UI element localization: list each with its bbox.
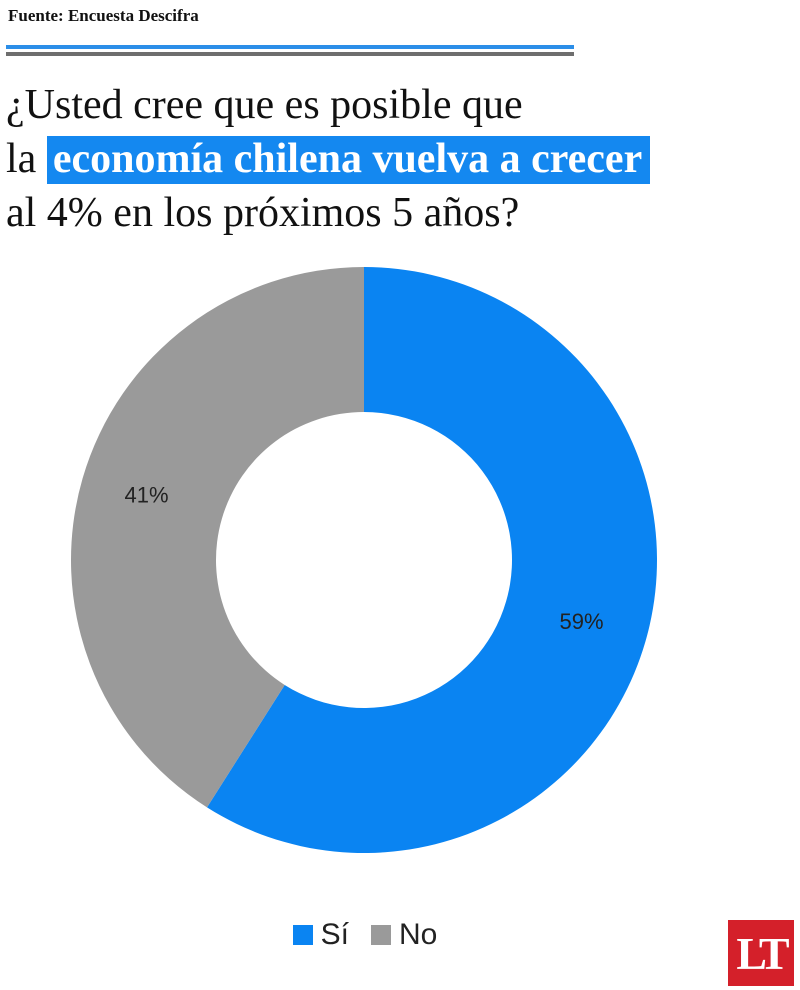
title-line-1: ¿Usted cree que es posible que [6, 82, 523, 128]
source-label: Fuente: Encuesta Descifra [8, 6, 199, 25]
slice-label-si: 59% [559, 609, 603, 634]
legend-label-no: No [399, 918, 438, 951]
legend: Sí No [0, 918, 730, 952]
slice-si [207, 267, 658, 853]
legend-swatch-no [371, 925, 391, 945]
title-highlight: economía chilena vuelva a crecer [46, 136, 651, 184]
header-rule-blue [6, 45, 574, 49]
title-line-3: al 4% en los próximos 5 años? [6, 190, 520, 236]
slice-no [71, 267, 365, 808]
header-rule-grey [6, 52, 574, 56]
slice-label-no: 41% [124, 483, 168, 508]
latercera-logo: LT [728, 920, 794, 986]
title-line-2: la economía chilena vuelva a crecer [6, 132, 796, 186]
donut-chart: 59% 41% [71, 267, 658, 853]
legend-swatch-si [292, 925, 313, 945]
legend-item-si: Sí [292, 918, 349, 952]
title-line-2-prefix: la [6, 136, 47, 182]
legend-item-no: No [371, 918, 437, 952]
chart-title: ¿Usted cree que es posible que la econom… [6, 78, 796, 240]
legend-label-si: Sí [320, 918, 349, 951]
